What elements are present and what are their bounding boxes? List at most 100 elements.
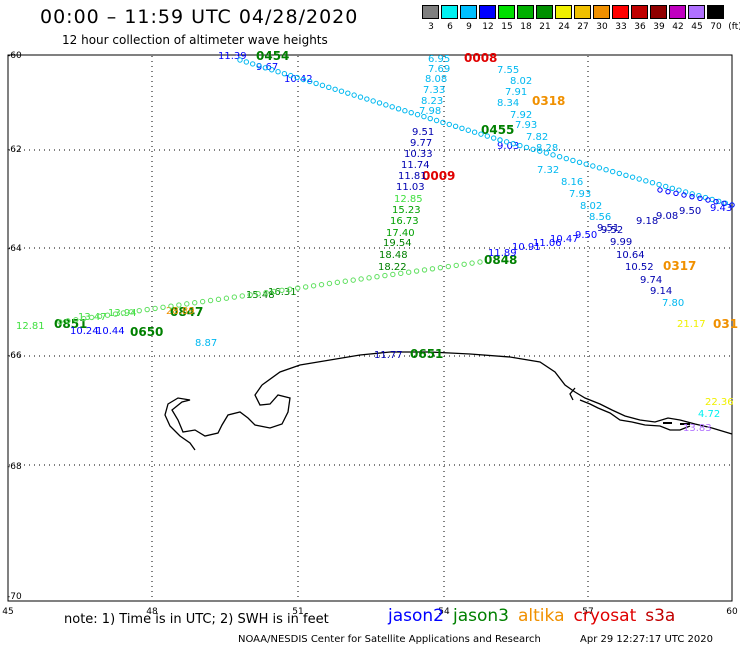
track-sample-mark [389,104,395,110]
track-sample-mark [705,197,711,203]
track-sample-mark [413,268,420,274]
track-sample-mark [440,119,446,126]
legend-altika: altika [518,606,565,626]
legend-s3a: s3a [645,606,676,626]
track-sample-mark [239,293,245,299]
wave-height-value: 7.93 [569,189,591,200]
track-sample-mark [649,180,656,186]
wave-height-value: 9.43 [710,203,732,214]
track-sample-mark [478,131,484,137]
scale-label: 70 [710,22,722,32]
lon-label: 54 [438,607,450,617]
wave-height-value: 7.55 [497,65,519,76]
lon-label: 51 [292,607,303,617]
track-sample-mark [326,84,332,91]
wave-height-value: 7.33 [423,85,445,96]
track-sample-mark [65,318,71,324]
track-sample-mark [517,142,523,149]
track-sample-mark [370,98,376,104]
scale-label: 45 [691,22,703,32]
wave-height-value: 11.74 [401,160,430,171]
track-sample-mark [550,152,556,158]
track-sample-mark [237,57,243,63]
track-sample-mark [629,174,636,180]
track-sample-mark [453,262,459,269]
map-title: 00:00 – 11:59 UTC 04/28/2020 [40,6,359,28]
wave-height-value: 7.92 [510,110,532,121]
track-sample-mark [421,113,427,120]
track-sample-mark [374,274,380,280]
track-sample-mark [81,315,87,322]
track-sample-mark [689,193,695,200]
wave-height-value: 11.77 [374,350,403,361]
map-frame [7,54,733,602]
track-sample-mark [358,276,364,282]
scale-swatch [650,5,667,19]
track-sample-mark [616,170,623,177]
track-sample-mark [537,148,543,154]
lat-label: -68 [7,462,22,472]
track-sample-mark [249,61,256,67]
wave-height-value: 7.80 [662,298,684,309]
lat-label: -64 [7,244,22,254]
scale-label: 3 [428,22,434,32]
track-sample-mark [184,301,190,307]
wave-height-value: 11.06 [533,238,562,249]
track-sample-mark [256,63,262,69]
track-sample-mark [295,285,301,291]
track-sample-mark [263,289,269,296]
track-sample-mark [433,117,440,124]
wave-height-value: 8.02 [580,201,602,212]
scale-label: 33 [615,22,627,32]
wave-height-value: 7.32 [537,165,559,176]
track-time-label: 0651 [410,347,443,361]
track-sample-mark [120,310,127,316]
track-sample-mark [681,192,687,198]
wave-height-value: 13.47 [78,312,107,323]
lat-label: -66 [7,351,22,361]
wave-height-value: 7.82 [526,132,548,143]
track-sample-mark [716,198,722,204]
wave-height-value: 22.36 [705,397,734,408]
wave-height-value: 7.91 [505,87,527,98]
scale-swatch [612,5,629,19]
scale-swatch [688,5,705,19]
scale-swatch [441,5,458,19]
track-sample-mark [713,198,719,205]
wave-height-value: 21.17 [677,319,706,330]
track-time-label: 0851 [54,317,87,331]
track-time-label: 0847 [170,305,203,319]
track-time-label: 0009 [422,169,455,183]
scale-label: 39 [653,22,665,32]
track-sample-mark [247,292,253,298]
track-sample-mark [669,185,676,191]
track-sample-mark [490,135,497,141]
track-sample-mark [414,111,421,118]
track-sample-mark [484,133,491,139]
track-sample-mark [382,272,388,279]
scale-swatch [536,5,553,19]
track-sample-mark [281,70,288,77]
wave-height-value: 10.24 [70,326,99,337]
scale-label: 6 [447,22,453,32]
track-sample-mark [636,176,642,182]
wave-height-value: 11.89 [488,248,517,259]
track-sample-mark [168,303,174,309]
track-sample-mark [395,106,402,112]
ice-shelf-mark [663,422,690,425]
track-sample-mark [563,155,569,162]
track-sample-mark [437,264,444,271]
wave-height-value: 9.77 [410,138,432,149]
track-sample-mark [673,190,679,197]
track-sample-mark [112,311,119,317]
track-sample-mark [262,65,269,71]
track-time-label: 031 [713,317,738,331]
track-sample-mark [643,178,649,184]
track-sample-mark [350,277,356,283]
track-sample-mark [697,195,703,202]
track-time-label: 0318 [532,94,565,108]
wave-height-value: 9.51 [412,127,434,138]
wave-height-value: 8.28 [536,143,558,154]
track-sample-mark [88,314,95,321]
